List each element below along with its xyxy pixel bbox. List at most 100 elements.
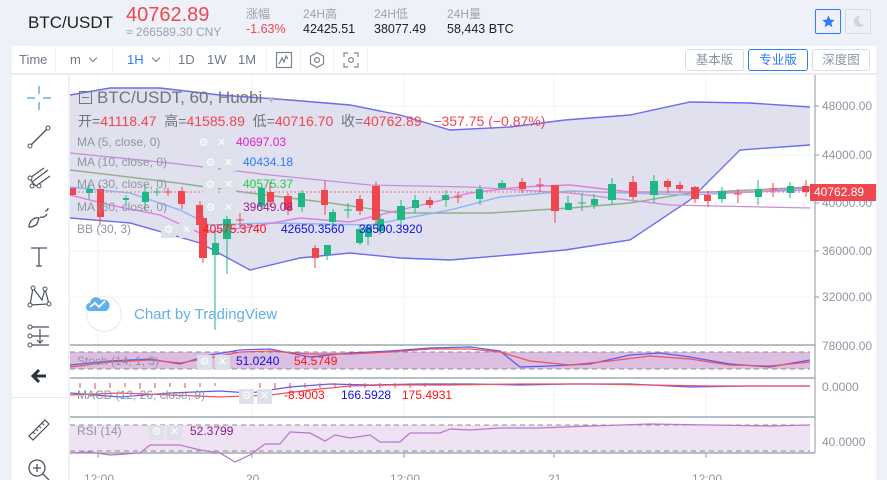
market-header: BTC/USDT 40762.89 ≈ 266589.30 CNY 涨幅 -1.…: [0, 0, 887, 44]
close-icon[interactable]: ✕: [221, 156, 236, 172]
fullscreen-button[interactable]: [342, 51, 360, 69]
indicator-ma30[interactable]: MA (30, close, 0): [77, 177, 167, 191]
crosshair-tool[interactable]: [24, 83, 54, 113]
zoom-in-icon: [28, 459, 50, 480]
close-icon[interactable]: ✕: [167, 425, 182, 441]
pro-version-button[interactable]: 专业版: [748, 49, 808, 71]
bb-lower-value: 38500.3920: [359, 222, 423, 236]
indicator-icon: [275, 51, 293, 69]
stat-label: 涨幅: [246, 7, 271, 21]
pair-name: BTC/USDT: [28, 13, 113, 32]
ma30-value: 40575.37: [243, 177, 294, 191]
minute-select[interactable]: m: [70, 46, 98, 74]
divider: [333, 49, 334, 71]
divider: [12, 397, 68, 398]
close-icon[interactable]: ✕: [214, 136, 229, 152]
stat-change: 涨幅 -1.63%: [246, 5, 286, 36]
close-icon[interactable]: ✕: [221, 178, 236, 194]
watermark-text: Chart by TradingView: [134, 305, 278, 323]
indicator-ma60[interactable]: MA (60, close, 0): [77, 200, 167, 214]
gear-icon[interactable]: ⚙: [149, 425, 164, 441]
basic-version-button[interactable]: 基本版: [685, 49, 744, 71]
high-value: 41585.89: [186, 113, 245, 129]
close-icon[interactable]: ✕: [221, 201, 236, 217]
divider: [112, 49, 113, 71]
pitchfork-tool[interactable]: [24, 164, 54, 194]
period-1d[interactable]: 1D: [178, 52, 195, 67]
depth-chart-button[interactable]: 深度图: [812, 49, 870, 71]
time-button[interactable]: Time: [19, 52, 48, 67]
tradingview-logo: [86, 296, 122, 332]
ruler-icon: [28, 419, 50, 441]
symbol-legend[interactable]: BTC/USDT, 60, Huobi ▼: [79, 88, 276, 108]
ruler-tool[interactable]: [24, 415, 54, 445]
tradingview-watermark[interactable]: Chart by TradingView: [86, 296, 277, 332]
drawing-toolbar: [12, 75, 68, 480]
gear-icon[interactable]: ⚙: [203, 156, 218, 172]
indicator-rsi[interactable]: RSI (14): [77, 424, 122, 438]
time-tick: 12:00: [84, 472, 115, 480]
macd-axis-tick: 0.0000: [822, 380, 859, 394]
gear-icon[interactable]: ⚙: [197, 355, 212, 371]
close-icon[interactable]: ✕: [215, 355, 230, 371]
crosshair-icon: [27, 86, 51, 110]
low-label: 低=: [252, 113, 275, 129]
divider: [300, 49, 301, 71]
zoom-in-tool[interactable]: [24, 455, 54, 480]
macd-signal-value: 175.4931: [402, 388, 453, 402]
indicator-button[interactable]: [275, 51, 293, 69]
brush-tool[interactable]: [24, 203, 54, 233]
ohlc-values: 开=41118.47 高=41585.89 低=40716.70 收=40762…: [78, 111, 545, 131]
theme-toggle-button[interactable]: [845, 9, 871, 34]
stat-value: -1.63%: [246, 22, 286, 36]
macd-hist-value: -8.9003: [284, 388, 325, 402]
indicator-stoch[interactable]: Stoch (14, 1, 3): [77, 354, 159, 368]
high-label: 高=: [164, 113, 187, 129]
text-icon: [31, 247, 47, 267]
tradingview-cloud-icon: [86, 297, 110, 311]
gear-icon[interactable]: ⚙: [239, 389, 254, 405]
measure-levels-tool[interactable]: [24, 321, 54, 351]
brush-icon: [28, 207, 49, 228]
trend-line-tool[interactable]: [24, 122, 54, 152]
price-tick: 32000.00: [822, 290, 873, 304]
text-tool[interactable]: [24, 242, 54, 272]
indicator-ma10[interactable]: MA (10, close, 0): [77, 155, 167, 169]
indicator-macd[interactable]: MACD (12, 26, close, 9): [77, 388, 205, 402]
hour-select[interactable]: 1H: [127, 46, 160, 74]
page-scrollbar[interactable]: [876, 0, 887, 480]
gear-icon[interactable]: ⚙: [203, 178, 218, 194]
chevron-down-icon: [88, 53, 98, 63]
divider: [367, 49, 368, 71]
cny-price: ≈ 266589.30 CNY: [126, 25, 222, 39]
gear-icon[interactable]: ⚙: [196, 136, 211, 152]
indicator-label: MA (60, close, 0): [77, 200, 168, 214]
chart-area[interactable]: BTC/USDT, 60, Huobi ▼ 开=41118.47 高=41585.…: [70, 75, 876, 480]
stat-value: 38077.49: [374, 22, 427, 36]
stat-value: 58,443 BTC: [447, 22, 514, 36]
stat-24h-volume: 24H量 58,443 BTC: [447, 5, 514, 36]
moon-icon: [853, 15, 864, 28]
gear-icon[interactable]: ⚙: [161, 223, 176, 239]
indicator-label: Stoch (14, 1, 3): [77, 354, 160, 368]
divider: [55, 49, 56, 71]
period-1w[interactable]: 1W: [207, 52, 227, 67]
time-tick: 12:00: [390, 472, 421, 480]
collapse-icon[interactable]: [79, 91, 92, 104]
trend-line-icon: [27, 125, 51, 149]
favorite-button[interactable]: [815, 9, 841, 34]
candles: [70, 175, 809, 330]
close-icon[interactable]: ✕: [179, 223, 194, 239]
remove-drawings-button[interactable]: [24, 361, 54, 391]
close-icon[interactable]: ✕: [257, 389, 272, 405]
time-tick: 21: [548, 472, 562, 480]
indicator-bb[interactable]: BB (30, 3): [77, 222, 131, 236]
open-label: 开=: [78, 113, 101, 129]
low-value: 40716.70: [274, 113, 334, 129]
chart-settings-button[interactable]: [308, 51, 326, 69]
price-tick: 48000.00: [822, 99, 873, 113]
indicator-ma5[interactable]: MA (5, close, 0): [77, 135, 160, 149]
pattern-tool[interactable]: [24, 281, 54, 311]
gear-icon[interactable]: ⚙: [203, 201, 218, 217]
period-1m[interactable]: 1M: [238, 52, 257, 67]
